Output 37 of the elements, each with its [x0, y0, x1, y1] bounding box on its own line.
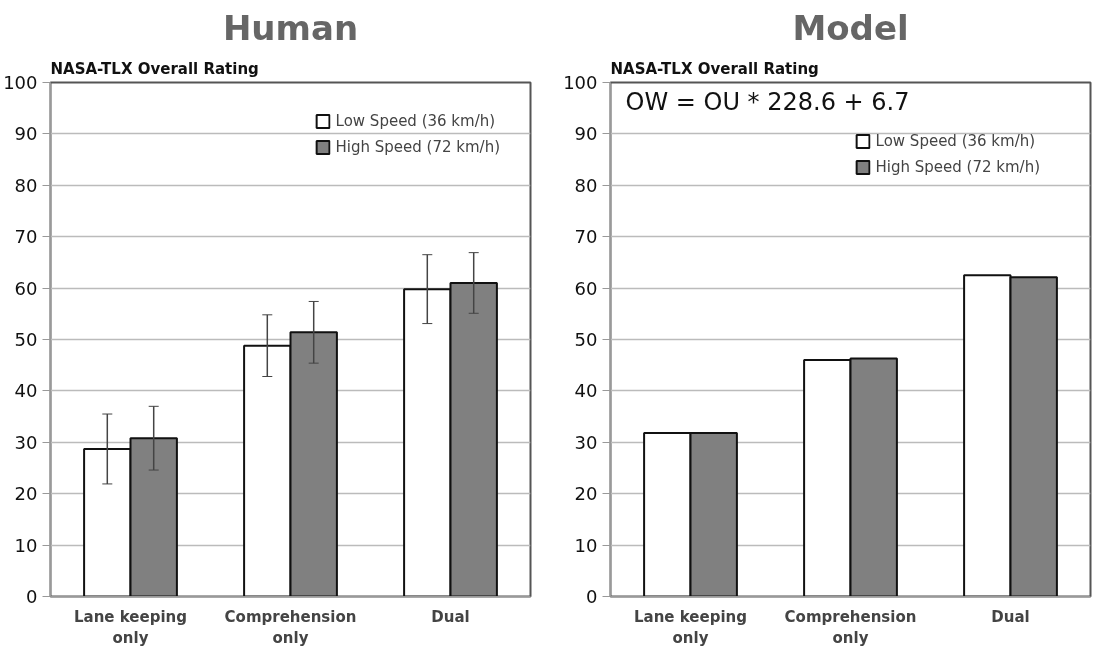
legend-label: High Speed (72 km/h): [335, 138, 500, 156]
legend-label: High Speed (72 km/h): [875, 158, 1040, 176]
y-tick-label: 40: [14, 380, 38, 402]
y-tick-label: 30: [574, 431, 598, 453]
y-tick-label: 90: [574, 123, 598, 145]
chart-title: Model: [792, 7, 909, 48]
x-tick-label: Comprehension only: [224, 607, 357, 648]
y-tick-label: 10: [14, 534, 38, 556]
y-tick-label: 20: [14, 483, 38, 505]
legend-label: Low Speed (36 km/h): [335, 112, 496, 130]
y-tick-label: 60: [14, 277, 38, 299]
annotation: OW = OU * 228.6 + 6.7: [625, 87, 910, 116]
x-tick-label: Lane keeping only: [74, 607, 187, 648]
x-tick-label: Comprehension only: [784, 607, 917, 648]
y-tick-label: 0: [26, 586, 38, 607]
y-tick-label: 0: [586, 586, 598, 607]
chart-subtitle: NASA-TLX Overall Rating: [610, 59, 819, 78]
y-tick-label: 50: [14, 329, 38, 350]
y-tick-label: 50: [574, 329, 598, 350]
x-tick-label: Dual: [991, 607, 1030, 626]
y-tick-label: 20: [574, 483, 598, 505]
y-tick-label: 70: [574, 226, 598, 248]
x-tick-label: Dual: [431, 607, 470, 626]
y-tick-label: 90: [14, 123, 38, 145]
y-tick-label: 100: [563, 72, 598, 93]
chart-title: Human: [222, 7, 359, 48]
y-tick-label: 60: [574, 277, 598, 299]
y-tick-label: 10: [574, 534, 598, 556]
y-tick-label: 40: [574, 380, 598, 402]
y-tick-label: 80: [574, 174, 598, 196]
chart-subtitle: NASA-TLX Overall Rating: [50, 59, 259, 78]
x-tick-label: Lane keeping only: [634, 607, 747, 648]
y-tick-label: 30: [14, 431, 38, 453]
legend-label: Low Speed (36 km/h): [875, 132, 1036, 150]
y-tick-label: 70: [14, 226, 38, 248]
y-tick-label: 100: [3, 72, 38, 93]
y-tick-label: 80: [14, 174, 38, 196]
